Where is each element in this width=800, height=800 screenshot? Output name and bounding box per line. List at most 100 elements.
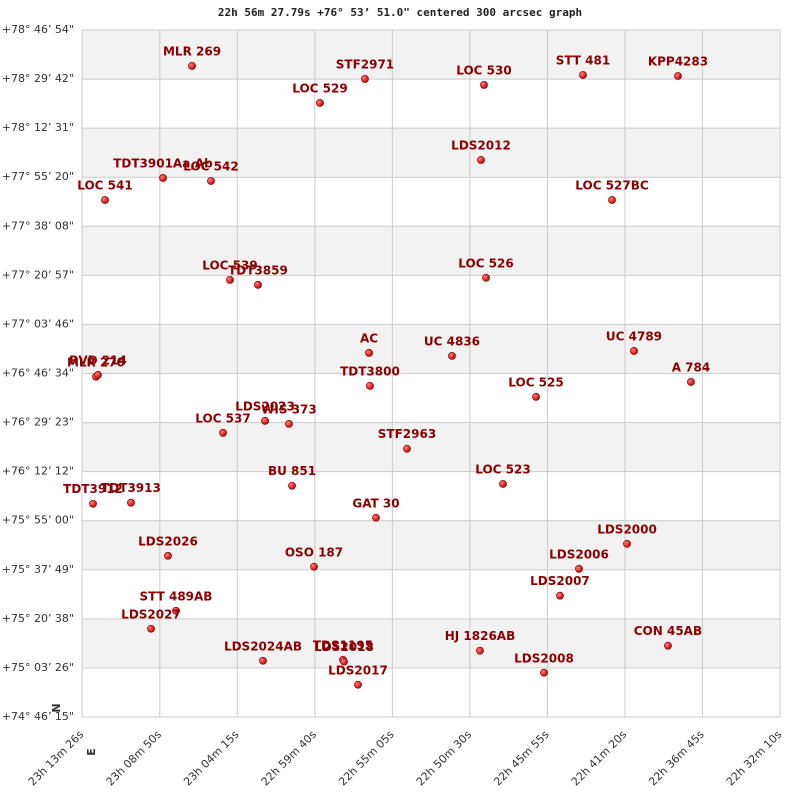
star-label: TDT3800 bbox=[340, 364, 400, 378]
y-tick-label: +78° 12’ 31" bbox=[2, 121, 74, 134]
plot-background bbox=[81, 29, 781, 718]
star bbox=[575, 564, 583, 573]
star-label: LDS2027 bbox=[121, 607, 181, 621]
x-tick-label: 22h 36m 45s bbox=[646, 728, 707, 789]
star-label: LDS2006 bbox=[549, 547, 609, 561]
star-label: HJ 1826AB bbox=[445, 629, 516, 643]
chart-title: 22h 56m 27.79s +76° 53’ 51.0" centered 3… bbox=[218, 6, 582, 19]
star bbox=[219, 428, 227, 437]
star bbox=[499, 479, 507, 488]
star-label: STF2963 bbox=[378, 427, 436, 441]
star-label: MLR 270 bbox=[67, 355, 125, 369]
y-tick-label: +77° 38’ 08" bbox=[2, 219, 74, 232]
x-tick-label: 22h 45m 55s bbox=[491, 728, 552, 789]
star bbox=[316, 99, 324, 107]
star bbox=[687, 378, 695, 386]
star bbox=[101, 196, 109, 204]
star-label: AC bbox=[360, 331, 378, 345]
x-tick-label: 22h 32m 10s bbox=[724, 728, 785, 789]
star-label: KPP4283 bbox=[648, 55, 708, 69]
x-tick-label: 23h 08m 50s bbox=[104, 728, 165, 789]
star bbox=[288, 481, 296, 490]
star-label: LOC 542 bbox=[183, 160, 238, 174]
y-tick-label: +76° 29’ 23" bbox=[2, 416, 74, 429]
star bbox=[477, 156, 485, 164]
star-label: LDS2007 bbox=[530, 574, 590, 588]
star-label: STT 489AB bbox=[140, 589, 213, 603]
star-label: RVD 214 bbox=[69, 353, 127, 367]
star bbox=[310, 562, 318, 571]
star-label: CON 45AB bbox=[634, 624, 702, 638]
star-label: LOC 525 bbox=[508, 375, 563, 389]
star bbox=[630, 347, 638, 355]
star-label: LDS2017 bbox=[328, 663, 388, 677]
star-label: TDT3913 bbox=[101, 481, 161, 495]
y-tick-label: +78° 46’ 54" bbox=[2, 23, 74, 36]
star-label: MLR 269 bbox=[163, 44, 221, 58]
star bbox=[365, 348, 373, 357]
star-label: LOC 529 bbox=[292, 81, 347, 95]
star-label: LOC 537 bbox=[195, 411, 250, 425]
star-label: OSO 187 bbox=[285, 545, 343, 559]
star-label: LDS2012 bbox=[451, 138, 511, 152]
stripe bbox=[82, 422, 780, 472]
star-label: TDT3901Aa,Ab bbox=[113, 156, 213, 170]
star-label: LOC 523 bbox=[475, 462, 530, 476]
star bbox=[340, 657, 348, 666]
star bbox=[94, 371, 102, 379]
north-marker: N bbox=[50, 703, 63, 712]
y-tick-label: +75° 55’ 00" bbox=[2, 514, 74, 527]
star-label: UC 4789 bbox=[606, 329, 662, 343]
y-tick-label: +78° 29’ 42" bbox=[2, 72, 74, 85]
y-tick-label: +77° 55’ 20" bbox=[2, 170, 74, 183]
stripe bbox=[82, 128, 780, 178]
x-tick-label: 22h 55m 05s bbox=[336, 728, 397, 789]
star-label: LOC 541 bbox=[77, 179, 132, 193]
star bbox=[127, 498, 135, 507]
star-label: LOC 539 bbox=[202, 258, 257, 272]
star bbox=[366, 381, 374, 390]
star bbox=[556, 591, 564, 600]
star bbox=[285, 420, 293, 428]
x-tick-label: 22h 50m 30s bbox=[414, 728, 475, 789]
star bbox=[674, 72, 682, 80]
star bbox=[482, 273, 490, 282]
star-label: LOC 527BC bbox=[575, 179, 649, 193]
x-tick-label: 22h 59m 40s bbox=[259, 728, 320, 789]
star-label: LOC 530 bbox=[456, 63, 511, 77]
star bbox=[403, 444, 411, 453]
star-label: TDT3859 bbox=[228, 263, 288, 277]
star bbox=[448, 352, 456, 360]
star-label: STF2971 bbox=[336, 57, 394, 71]
x-tick-label: 23h 13m 26s bbox=[26, 728, 87, 789]
star-label: UC 4836 bbox=[424, 334, 480, 348]
star bbox=[159, 174, 167, 182]
star-label: LOC 526 bbox=[458, 256, 513, 270]
y-tick-label: +75° 03’ 26" bbox=[2, 661, 74, 674]
y-tick-label: +76° 12’ 12" bbox=[2, 465, 74, 478]
star-label: A 784 bbox=[672, 360, 711, 374]
star bbox=[172, 606, 180, 615]
star bbox=[259, 656, 267, 665]
star bbox=[361, 75, 369, 83]
x-tick-label: 23h 04m 15s bbox=[181, 728, 242, 789]
star bbox=[372, 513, 380, 522]
star bbox=[608, 196, 616, 204]
star bbox=[540, 668, 548, 677]
y-tick-label: +74° 46’ 15" bbox=[2, 710, 74, 723]
star-label: WIS 373 bbox=[261, 402, 317, 416]
star-label: TDT3912 bbox=[63, 482, 123, 496]
stripe bbox=[82, 520, 780, 570]
star-label: GAT 30 bbox=[352, 496, 399, 510]
star bbox=[532, 392, 540, 401]
stripe bbox=[82, 30, 780, 80]
star bbox=[188, 62, 196, 70]
stripe bbox=[82, 618, 780, 668]
y-tick-label: +75° 37’ 49" bbox=[2, 563, 74, 576]
star-label: LDS2018 bbox=[314, 640, 374, 654]
x-tick-label: 22h 41m 20s bbox=[569, 728, 630, 789]
star-label: LDS2024AB bbox=[224, 639, 302, 653]
star bbox=[480, 81, 488, 89]
star-label: LDS2000 bbox=[597, 522, 657, 536]
